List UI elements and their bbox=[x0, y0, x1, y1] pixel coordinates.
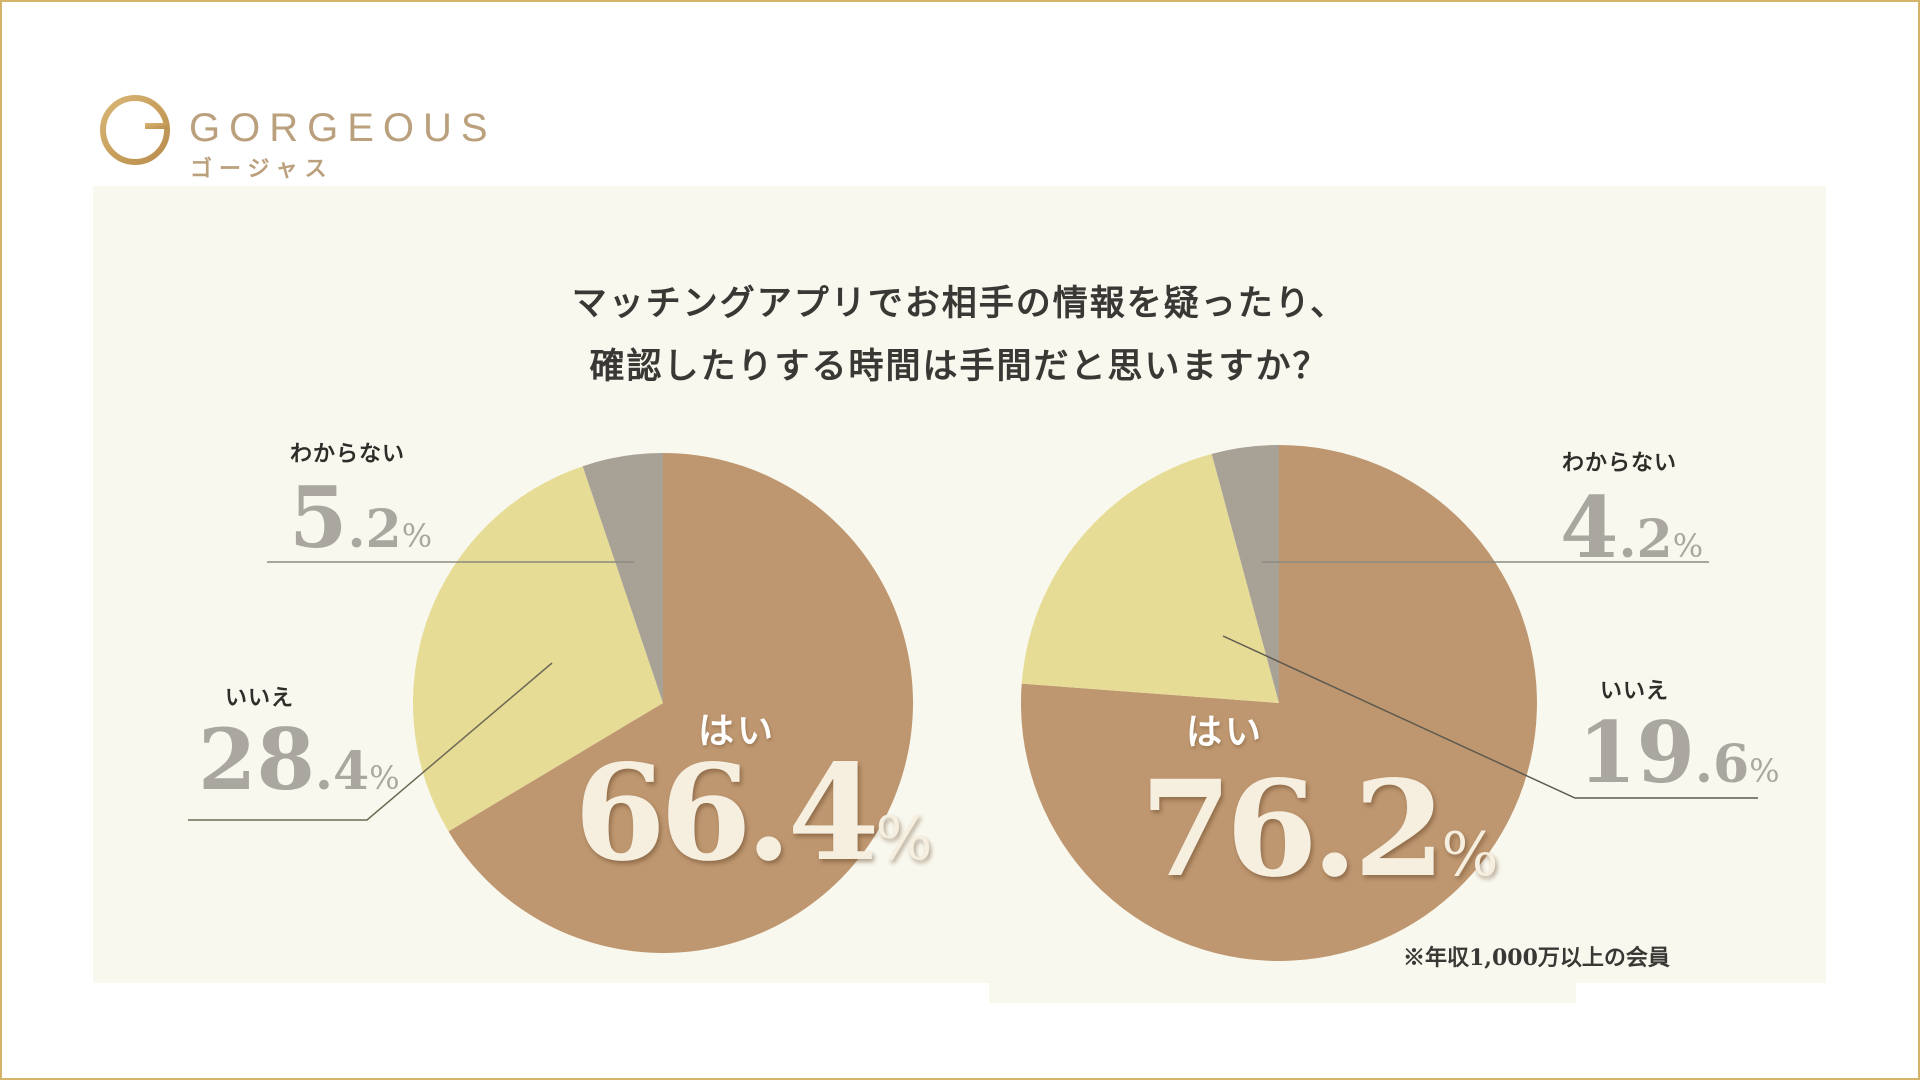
brand-logo[interactable]: GORGEOUS ゴージャス bbox=[98, 95, 488, 185]
left-no-label: いいえ bbox=[225, 686, 295, 711]
brand-name-ja: ゴージャス bbox=[190, 157, 334, 182]
left-pie-slice-yes[interactable] bbox=[448, 453, 914, 953]
left-no-value: 28.4% bbox=[198, 710, 400, 809]
right-unknown-label: わからない bbox=[1562, 451, 1678, 476]
brand-name-en: GORGEOUS bbox=[189, 106, 497, 150]
right-pie bbox=[1020, 445, 1537, 961]
right-yes-label: はい bbox=[1186, 712, 1265, 753]
left-unknown-label: わからない bbox=[290, 442, 406, 467]
right-no-label: いいえ bbox=[1600, 679, 1670, 704]
left-pie bbox=[412, 452, 914, 953]
right-no-value: 19.6% bbox=[1578, 703, 1780, 802]
right-no-leader bbox=[1222, 635, 1758, 799]
chart-panel bbox=[93, 186, 1826, 983]
right-unknown-value: 4.2% bbox=[1560, 478, 1704, 577]
chart-title: マッチングアプリでお相手の情報を疑ったり、 確認したりする時間は手間だと思います… bbox=[93, 272, 1826, 398]
left-yes-label: はい bbox=[698, 711, 777, 752]
right-yes-value: 76.2% bbox=[1140, 752, 1499, 907]
left-pie-slice-no[interactable] bbox=[412, 466, 663, 832]
left-unknown-value: 5.2% bbox=[289, 468, 433, 567]
chart-panel-extension bbox=[989, 983, 1576, 1003]
right-pie-slice-no[interactable] bbox=[1021, 453, 1279, 703]
left-yes-value: 66.4% bbox=[574, 736, 933, 891]
title-line-1: マッチングアプリでお相手の情報を疑ったり、 bbox=[571, 283, 1348, 324]
footnote: ※年収1,000万以上の会員 bbox=[1403, 945, 1670, 971]
right-pie-slice-yes[interactable] bbox=[1020, 445, 1537, 961]
g-ring-logo-icon bbox=[100, 95, 170, 165]
left-pie-slice-unknown[interactable] bbox=[582, 452, 663, 703]
leader-lines bbox=[188, 561, 1758, 821]
title-line-2: 確認したりする時間は手間だと思いますか？ bbox=[589, 346, 1330, 387]
right-pie-slice-unknown[interactable] bbox=[1211, 445, 1279, 703]
left-no-leader bbox=[188, 662, 553, 821]
